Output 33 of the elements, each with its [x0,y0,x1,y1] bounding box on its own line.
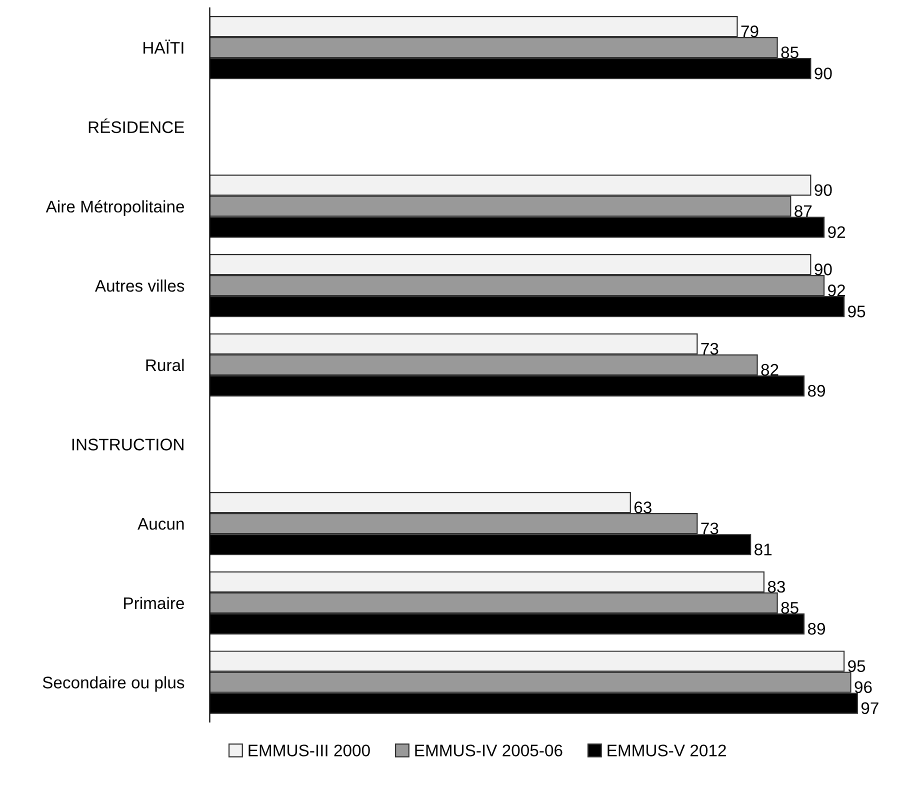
data-label: 63 [634,502,652,514]
legend-label: EMMUS-IV 2005-06 [415,744,562,756]
y-tick-label: Aucun [138,518,184,530]
data-label: 90 [814,184,832,196]
data-label: 96 [854,681,872,694]
data-label: 83 [768,580,785,593]
data-label: 79 [741,26,758,38]
y-tick-label: INSTRUCTION [72,438,184,450]
data-label: 73 [701,522,718,534]
legend-label: EMMUS-V 2012 [608,744,726,756]
data-label: 97 [861,702,878,714]
data-label: 95 [848,660,866,672]
data-label: 89 [808,384,825,397]
data-label: 81 [754,544,772,556]
data-label: 92 [828,284,845,296]
data-label: 90 [814,264,832,276]
data-label: 90 [814,68,832,80]
y-tick-label: Aire Métropolitaine [46,200,184,216]
y-tick-label: Secondaire ou plus [42,676,184,692]
data-label: 82 [761,364,778,376]
data-label: 73 [701,342,718,355]
data-label: 87 [794,205,812,218]
data-label: 85 [781,46,798,58]
y-tick-label: RÉSIDENCE [88,118,184,134]
data-label: 95 [848,306,866,318]
y-tick-label: Rural [146,358,184,372]
data-label: 92 [828,226,845,238]
legend-label: EMMUS-III 2000 [248,744,370,756]
data-label: 85 [781,602,798,614]
y-tick-label: HAÏTI [144,40,184,54]
data-label: 89 [808,622,825,635]
y-tick-label: Autres villes [94,280,184,292]
y-tick-label: Primaire [124,596,184,610]
